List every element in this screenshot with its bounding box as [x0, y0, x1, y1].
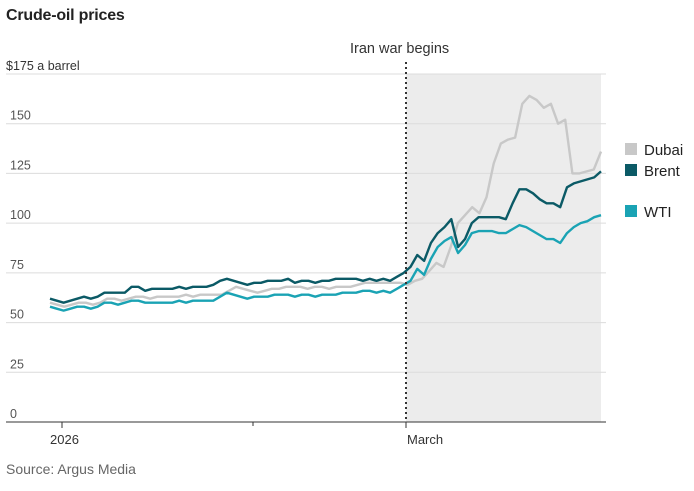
legend-swatch-brent	[625, 164, 637, 176]
y-tick-label: 25	[10, 357, 24, 371]
chart-title: Crude-oil prices	[6, 7, 125, 24]
series-line-wti	[49, 214, 602, 312]
x-label-march: March	[407, 432, 443, 447]
series-line-dubai	[49, 94, 603, 308]
series-line-brent	[49, 170, 602, 304]
y-axis-tick-labels: 0 25 50 75 100 125 150 $175 a barrel	[6, 59, 80, 421]
legend-label-dubai: Dubai	[644, 142, 683, 159]
war-begins-annotation: Iran war begins	[350, 41, 449, 57]
y-axis-unit-label: $175 a barrel	[6, 59, 80, 73]
y-tick-label: 150	[10, 109, 31, 123]
legend-label-wti: WTI	[644, 204, 672, 221]
legend-swatch-wti	[625, 205, 637, 217]
y-tick-label: 50	[10, 308, 24, 322]
shaded-war-region	[406, 74, 601, 422]
legend-label-brent: Brent	[644, 163, 681, 180]
y-tick-label: 0	[10, 407, 17, 421]
y-tick-label: 125	[10, 158, 31, 172]
legend-swatch-dubai	[625, 143, 637, 155]
series-lines	[49, 94, 603, 312]
source-note: Source: Argus Media	[6, 461, 136, 477]
gridlines	[6, 73, 606, 373]
y-tick-label: 100	[10, 208, 31, 222]
legend: Dubai Brent WTI	[625, 142, 683, 221]
y-tick-label: 75	[10, 258, 24, 272]
x-label-2026: 2026	[50, 432, 79, 447]
